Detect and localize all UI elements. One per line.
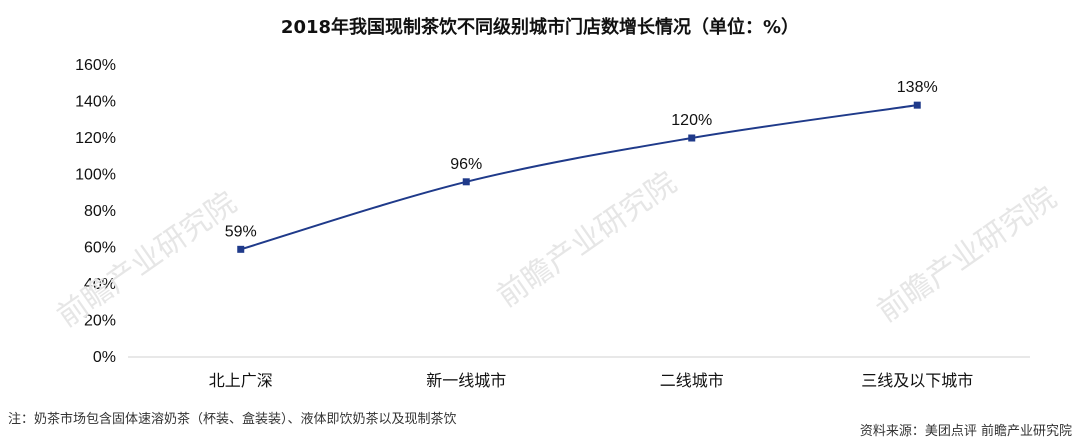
x-tick-label: 北上广深 (209, 371, 273, 390)
data-label: 59% (225, 223, 257, 240)
y-tick-label: 120% (75, 130, 116, 147)
data-point (237, 245, 245, 253)
data-point (913, 101, 921, 109)
y-tick-label: 40% (84, 276, 116, 293)
data-label: 138% (897, 79, 938, 96)
x-tick-label: 二线城市 (660, 371, 724, 390)
y-tick-label: 100% (75, 167, 116, 184)
data-point (462, 178, 470, 186)
y-tick-label: 140% (75, 94, 116, 111)
chart-series: 59% 96% 120% 138% (225, 79, 938, 253)
x-tick-label: 三线及以下城市 (861, 371, 973, 390)
chart-source: 资料来源：美团点评 前瞻产业研究院 (859, 424, 1072, 439)
x-tick-label: 新一线城市 (426, 371, 506, 390)
data-label: 120% (671, 112, 712, 129)
data-label: 96% (450, 156, 482, 173)
y-tick-label: 20% (84, 313, 116, 330)
chart-note: 注：奶茶市场包含固体速溶奶茶（杯装、盒装装）、液体即饮奶茶以及现制茶饮 (8, 412, 457, 427)
chart-title: 2018年我国现制茶饮不同级别城市门店数增长情况（单位：%） (281, 16, 799, 38)
y-tick-label: 80% (84, 203, 116, 220)
y-tick-label: 0% (93, 349, 116, 366)
data-point (688, 134, 696, 142)
series-line (240, 104, 918, 251)
y-tick-label: 60% (84, 240, 116, 257)
chart-axes: 0% 20% 40% 60% 80% 100% 120% 140% 160% 北上广深 新一线城市 二… (75, 57, 1030, 390)
y-tick-label: 160% (75, 57, 116, 74)
